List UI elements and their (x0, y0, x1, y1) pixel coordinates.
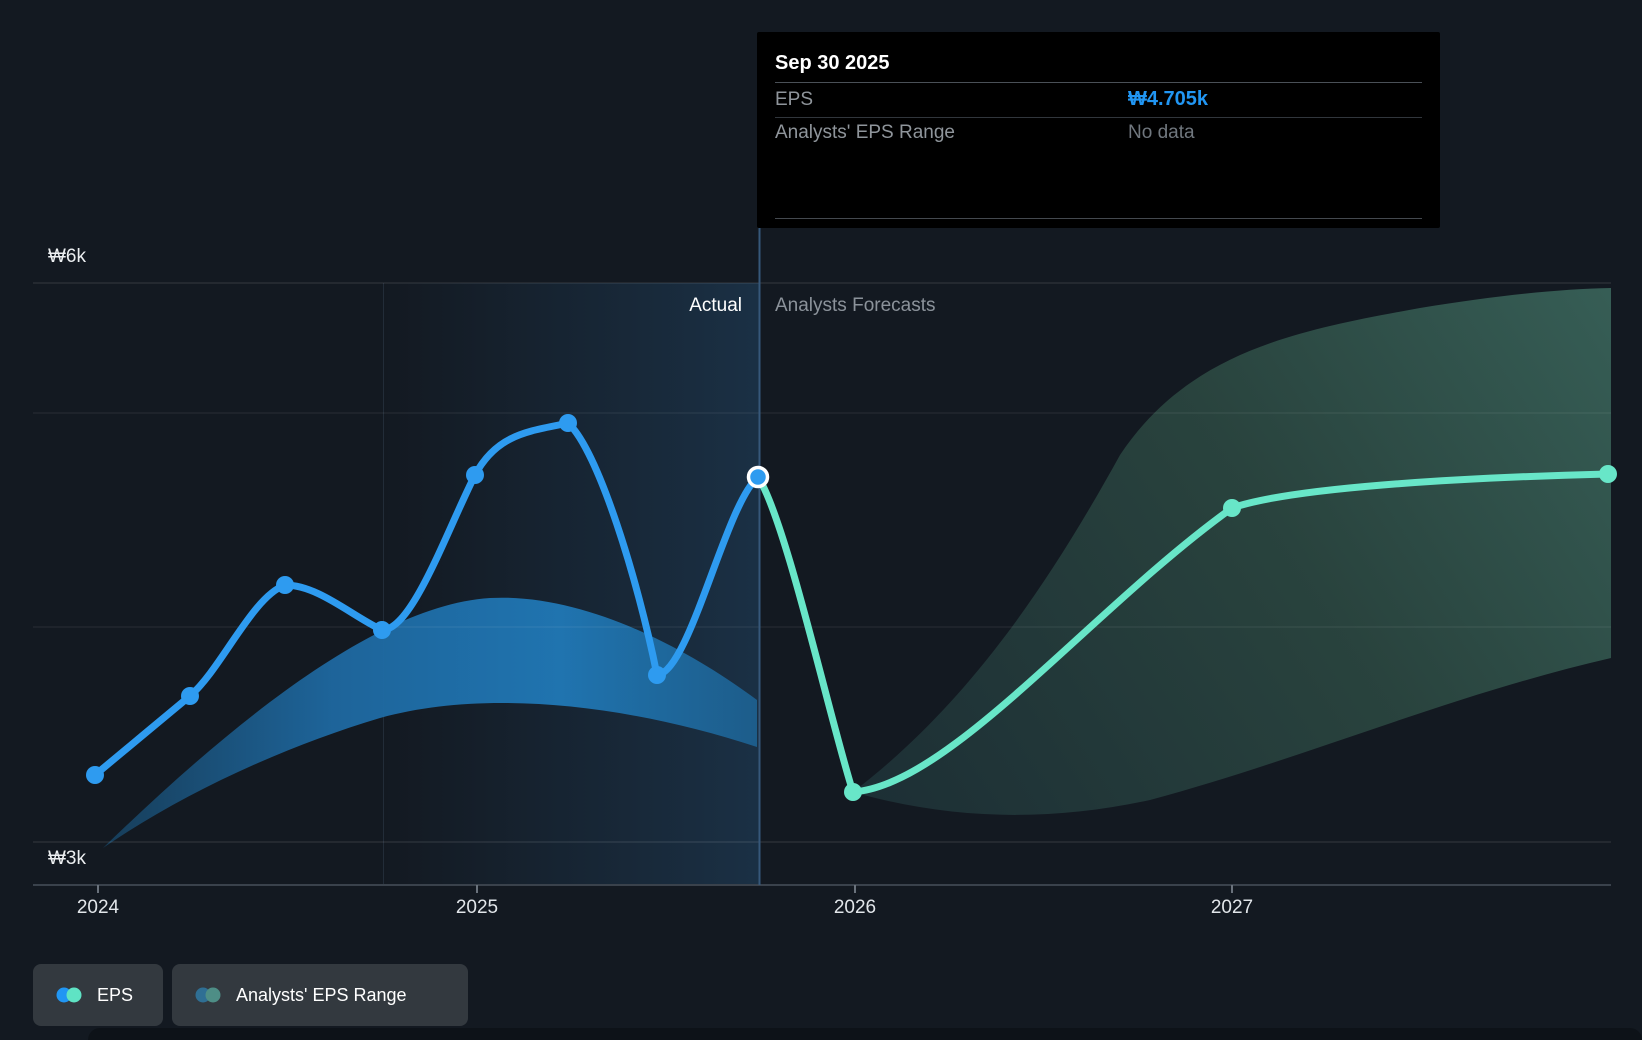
x-axis-label-2025: 2025 (455, 897, 499, 918)
gridlines (33, 282, 1611, 843)
eps-forecast-points[interactable] (844, 465, 1617, 801)
tooltip-range-value: No data (1128, 122, 1195, 143)
past-estimate-band (103, 597, 757, 848)
x-axis-label-2024: 2024 (76, 897, 120, 918)
eps-forecast-line (754, 470, 1612, 796)
tooltip-eps-label: EPS (775, 89, 814, 110)
actual-phase-label: Actual (689, 295, 742, 316)
tooltip-divider (775, 218, 1422, 219)
chart-tooltip: Sep 30 2025 EPS ₩4.705k Analysts' EPS Ra… (757, 32, 1440, 228)
legend-eps-label: EPS (97, 984, 134, 1005)
tooltip-date: Sep 30 2025 (775, 52, 890, 74)
tooltip-eps-value: ₩4.705k (1128, 88, 1209, 110)
actual-period-highlight (383, 283, 759, 885)
tooltip-divider (775, 117, 1422, 118)
legend-item-analysts-eps-range[interactable]: Analysts' EPS Range (172, 964, 468, 1026)
eps-actual-points[interactable] (86, 414, 666, 784)
tooltip-range-label: Analysts' EPS Range (775, 122, 955, 143)
range-legend-dots-icon (195, 987, 221, 1003)
x-axis-label-2027: 2027 (1210, 897, 1254, 918)
legend-item-eps[interactable]: EPS (33, 964, 163, 1026)
x-axis-ticks (97, 885, 1233, 893)
selected-point-sep-30-2025[interactable] (746, 465, 770, 489)
next-card-top-edge (88, 1028, 1642, 1040)
legend-range-label: Analysts' EPS Range (236, 984, 407, 1005)
x-axis-label-2026: 2026 (833, 897, 877, 918)
y-axis-label-3k: ₩3k (48, 848, 86, 869)
forecast-phase-label: Analysts Forecasts (775, 295, 936, 316)
analysts-eps-range-band (853, 288, 1611, 815)
y-axis-label-6k: ₩6k (48, 246, 86, 267)
eps-legend-dots-icon (56, 987, 82, 1003)
tooltip-divider (775, 82, 1422, 83)
